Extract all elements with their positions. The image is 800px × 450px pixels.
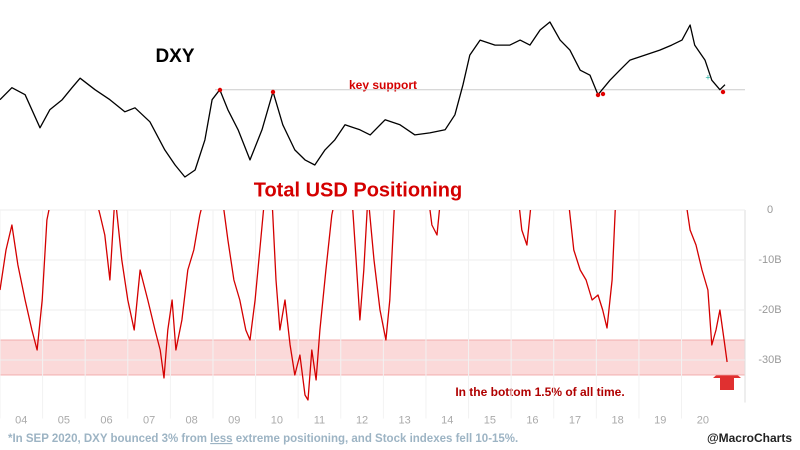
- x-tick-label: 07: [143, 414, 155, 426]
- y-tick-label: -10B: [758, 254, 781, 266]
- x-tick-label: 04: [15, 414, 27, 426]
- marker-dot: [595, 92, 601, 98]
- data-line: [0, 210, 728, 401]
- marker-dot: [217, 87, 223, 93]
- marker-dot: [270, 89, 276, 95]
- footnote-part: *In SEP 2020, DXY bounced 3% from: [8, 433, 210, 445]
- x-tick-label: 09: [228, 414, 240, 426]
- x-tick-label: 19: [654, 414, 666, 426]
- x-tick-label: 14: [441, 414, 453, 426]
- x-tick-label: 05: [58, 414, 70, 426]
- y-tick-label: -20B: [758, 304, 781, 316]
- x-tick-label: 10: [271, 414, 283, 426]
- data-line: [0, 21, 726, 178]
- x-tick-label: 15: [484, 414, 496, 426]
- support-label: key support: [349, 78, 417, 92]
- shaded-band: [0, 339, 746, 376]
- x-tick-label: 16: [526, 414, 538, 426]
- marker-dot: [720, 89, 726, 95]
- x-tick-label: 20: [697, 414, 709, 426]
- footnote-part: less: [210, 433, 232, 445]
- marker-cross: +: [705, 72, 710, 82]
- y-tick-label: 0: [767, 204, 773, 216]
- y-tick-label: -30B: [758, 354, 781, 366]
- bottom-annotation: In the bottom 1.5% of all time.: [455, 385, 624, 399]
- bottom-title: Total USD Positioning: [254, 179, 463, 201]
- credit: @MacroCharts: [707, 431, 792, 445]
- x-tick-label: 11: [314, 414, 325, 426]
- x-tick-label: 08: [186, 414, 198, 426]
- x-tick-label: 18: [612, 414, 624, 426]
- x-tick-label: 12: [356, 414, 368, 426]
- footnote: *In SEP 2020, DXY bounced 3% from less e…: [8, 433, 518, 445]
- top-title: DXY: [155, 46, 194, 67]
- marker-dot: [600, 91, 606, 97]
- footnote-part: extreme positioning, and Stock indexes f…: [233, 433, 519, 445]
- x-tick-label: 13: [399, 414, 411, 426]
- x-tick-label: 06: [100, 414, 112, 426]
- x-tick-label: 17: [569, 414, 581, 426]
